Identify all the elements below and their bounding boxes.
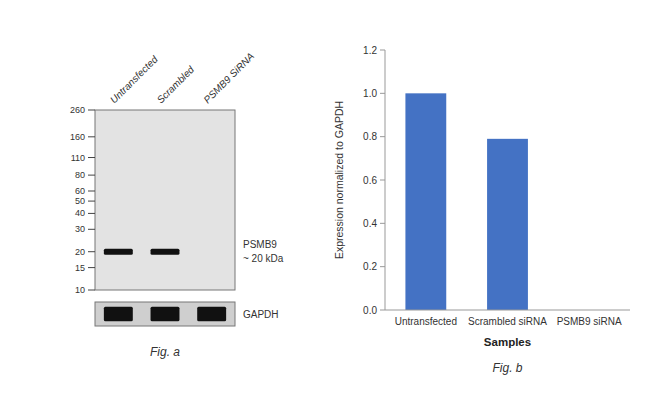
ladder-label: 110 bbox=[71, 153, 85, 163]
x-axis-line bbox=[385, 310, 630, 311]
ladder-label: 40 bbox=[75, 208, 85, 218]
ladder-tick bbox=[88, 267, 95, 268]
lane-label: Untransfected bbox=[108, 53, 160, 105]
ladder-label: 60 bbox=[75, 186, 85, 196]
ladder-tick bbox=[88, 157, 95, 158]
ladder-label: 260 bbox=[70, 105, 85, 115]
bar bbox=[487, 139, 528, 310]
y-tick-label: 1.0 bbox=[363, 88, 377, 99]
ladder-tick bbox=[88, 229, 95, 230]
loading-control-band bbox=[197, 307, 226, 321]
y-tick-label: 0.8 bbox=[363, 131, 377, 142]
ladder-label: 80 bbox=[75, 170, 85, 180]
y-tick bbox=[380, 93, 385, 94]
y-tick bbox=[380, 136, 385, 137]
bar bbox=[405, 93, 446, 310]
panel-label: Fig. a bbox=[150, 345, 180, 359]
y-tick-label: 0.4 bbox=[363, 218, 377, 229]
y-tick-label: 0.6 bbox=[363, 175, 377, 186]
y-tick-label: 1.2 bbox=[363, 45, 377, 56]
band-label: PSMB9 bbox=[243, 239, 277, 250]
lane-label: PSMB9 SiRNA bbox=[201, 50, 256, 105]
y-tick-label: 0.2 bbox=[363, 261, 377, 272]
x-tick-label: Untransfected bbox=[395, 316, 457, 327]
gel bbox=[95, 110, 235, 290]
x-tick-label: Scrambled siRNA bbox=[468, 316, 547, 327]
ladder-tick bbox=[88, 213, 95, 214]
ladder-label: 160 bbox=[70, 132, 85, 142]
ladder-label: 20 bbox=[75, 247, 85, 257]
y-tick bbox=[380, 223, 385, 224]
ladder-tick bbox=[88, 191, 95, 192]
x-axis-label: Samples bbox=[484, 336, 531, 348]
loading-control-strip bbox=[95, 302, 235, 326]
loading-control-band bbox=[151, 307, 180, 321]
band bbox=[151, 249, 180, 255]
y-axis-label: Expression normalized to GAPDH bbox=[333, 101, 345, 259]
y-tick bbox=[380, 310, 385, 311]
lane-label: Scrambled bbox=[155, 64, 197, 106]
ladder-tick bbox=[88, 175, 95, 176]
band bbox=[104, 249, 133, 255]
y-tick-label: 0.0 bbox=[363, 305, 377, 316]
ladder-label: 10 bbox=[75, 285, 85, 295]
y-tick bbox=[380, 50, 385, 51]
band-annotation: ~ 20 kDa bbox=[243, 253, 284, 264]
blot-panel: 260 160 110 80 6050 40 30 20 15 10 UntransfectedSc… bbox=[70, 50, 284, 359]
ladder-tick bbox=[88, 110, 95, 111]
ladder-tick bbox=[88, 201, 95, 202]
figure: 2601601108060504030201510UntransfectedSc… bbox=[0, 0, 650, 399]
ladder-label: 30 bbox=[75, 224, 85, 234]
panel-label: Fig. b bbox=[492, 361, 522, 375]
x-tick-label: PSMB9 siRNA bbox=[557, 316, 622, 327]
loading-control-band bbox=[104, 307, 133, 321]
ladder-label: 50 bbox=[75, 196, 85, 206]
y-tick bbox=[380, 180, 385, 181]
ladder-tick bbox=[88, 136, 95, 137]
bar-panel: 0.0 0.2 0.4 0.6 0.8 1.0 1.2 Untransfected Scramb… bbox=[333, 45, 630, 376]
ladder-label: 15 bbox=[75, 263, 85, 273]
y-tick bbox=[380, 266, 385, 267]
ladder-tick bbox=[88, 251, 95, 252]
loading-control-label: GAPDH bbox=[243, 309, 279, 320]
bars bbox=[405, 93, 528, 310]
ladder-tick bbox=[88, 290, 95, 291]
y-axis-line bbox=[385, 50, 386, 310]
